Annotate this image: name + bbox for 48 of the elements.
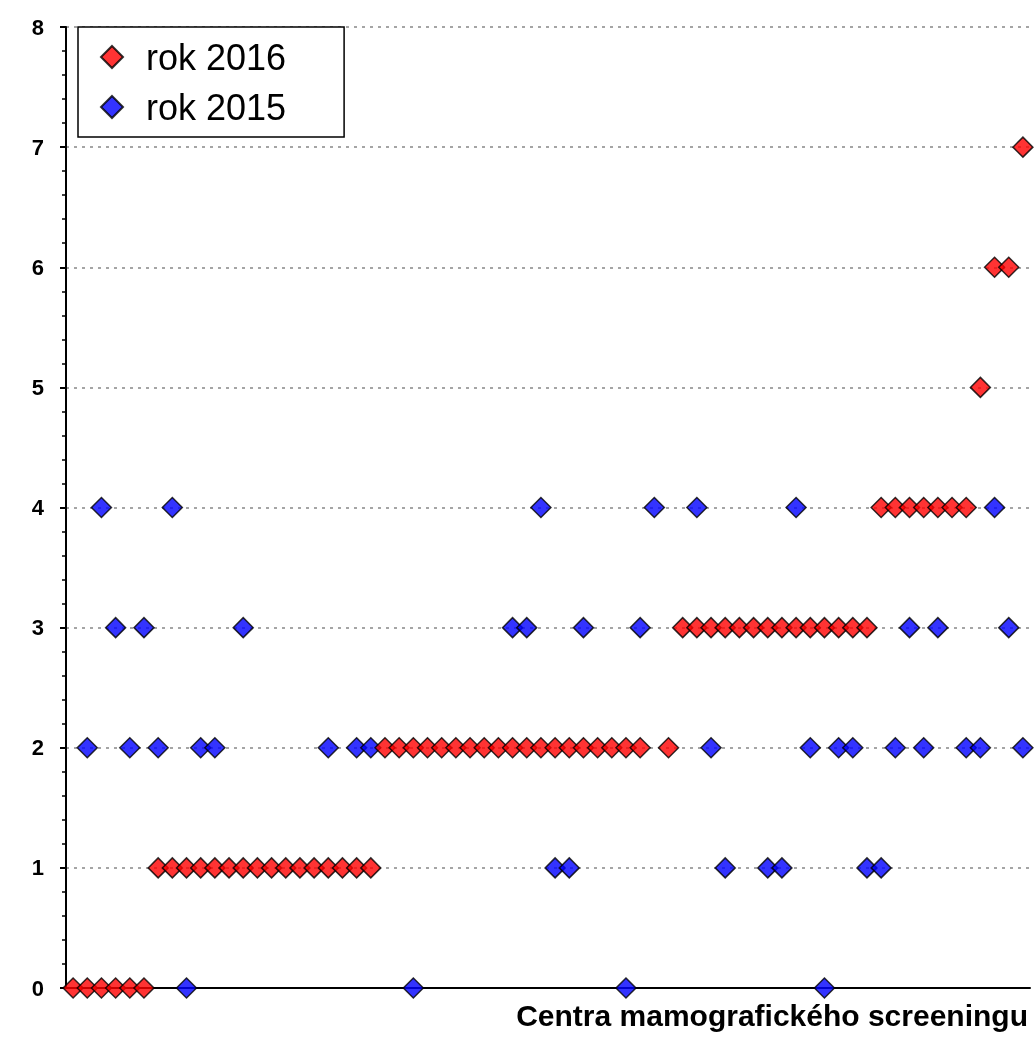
point <box>104 616 127 639</box>
point <box>870 857 892 879</box>
point <box>530 496 552 519</box>
point <box>997 616 1020 639</box>
point <box>402 977 425 999</box>
point <box>204 737 226 759</box>
y-tick-label: 4 <box>31 495 45 520</box>
point <box>615 977 637 999</box>
point <box>515 616 538 639</box>
point <box>842 737 864 759</box>
y-tick-label: 7 <box>31 134 44 160</box>
point <box>898 616 921 639</box>
point <box>927 616 949 639</box>
point <box>785 496 807 519</box>
point <box>643 496 666 519</box>
y-tick-label: 6 <box>31 254 44 280</box>
legend-label: rok 2015 <box>146 86 287 128</box>
point <box>119 737 141 759</box>
point <box>912 737 935 759</box>
point <box>90 496 113 519</box>
point <box>572 616 595 639</box>
legend-label: rok 2016 <box>146 36 287 78</box>
point <box>771 857 793 879</box>
point <box>799 737 822 759</box>
x-axis-title: Centra mamografického screeningu <box>516 998 1028 1032</box>
point <box>147 737 169 759</box>
y-tick-label: 3 <box>31 615 44 641</box>
point <box>686 496 708 519</box>
point <box>76 737 99 759</box>
y-tick-label: 0 <box>31 975 44 1001</box>
point <box>629 616 651 639</box>
point <box>714 857 736 879</box>
point <box>969 737 992 759</box>
y-tick-label: 8 <box>31 14 44 40</box>
point <box>133 616 155 639</box>
point <box>232 616 254 639</box>
point <box>813 977 836 999</box>
point <box>1012 737 1034 759</box>
point <box>983 496 1006 519</box>
y-tick-label: 5 <box>31 374 44 400</box>
point <box>317 737 340 759</box>
point <box>700 737 722 759</box>
y-tick-label: 1 <box>31 855 44 881</box>
point <box>558 857 581 879</box>
y-tick-label: 2 <box>31 735 44 761</box>
point <box>161 496 184 519</box>
point <box>175 977 198 999</box>
point <box>884 737 907 759</box>
